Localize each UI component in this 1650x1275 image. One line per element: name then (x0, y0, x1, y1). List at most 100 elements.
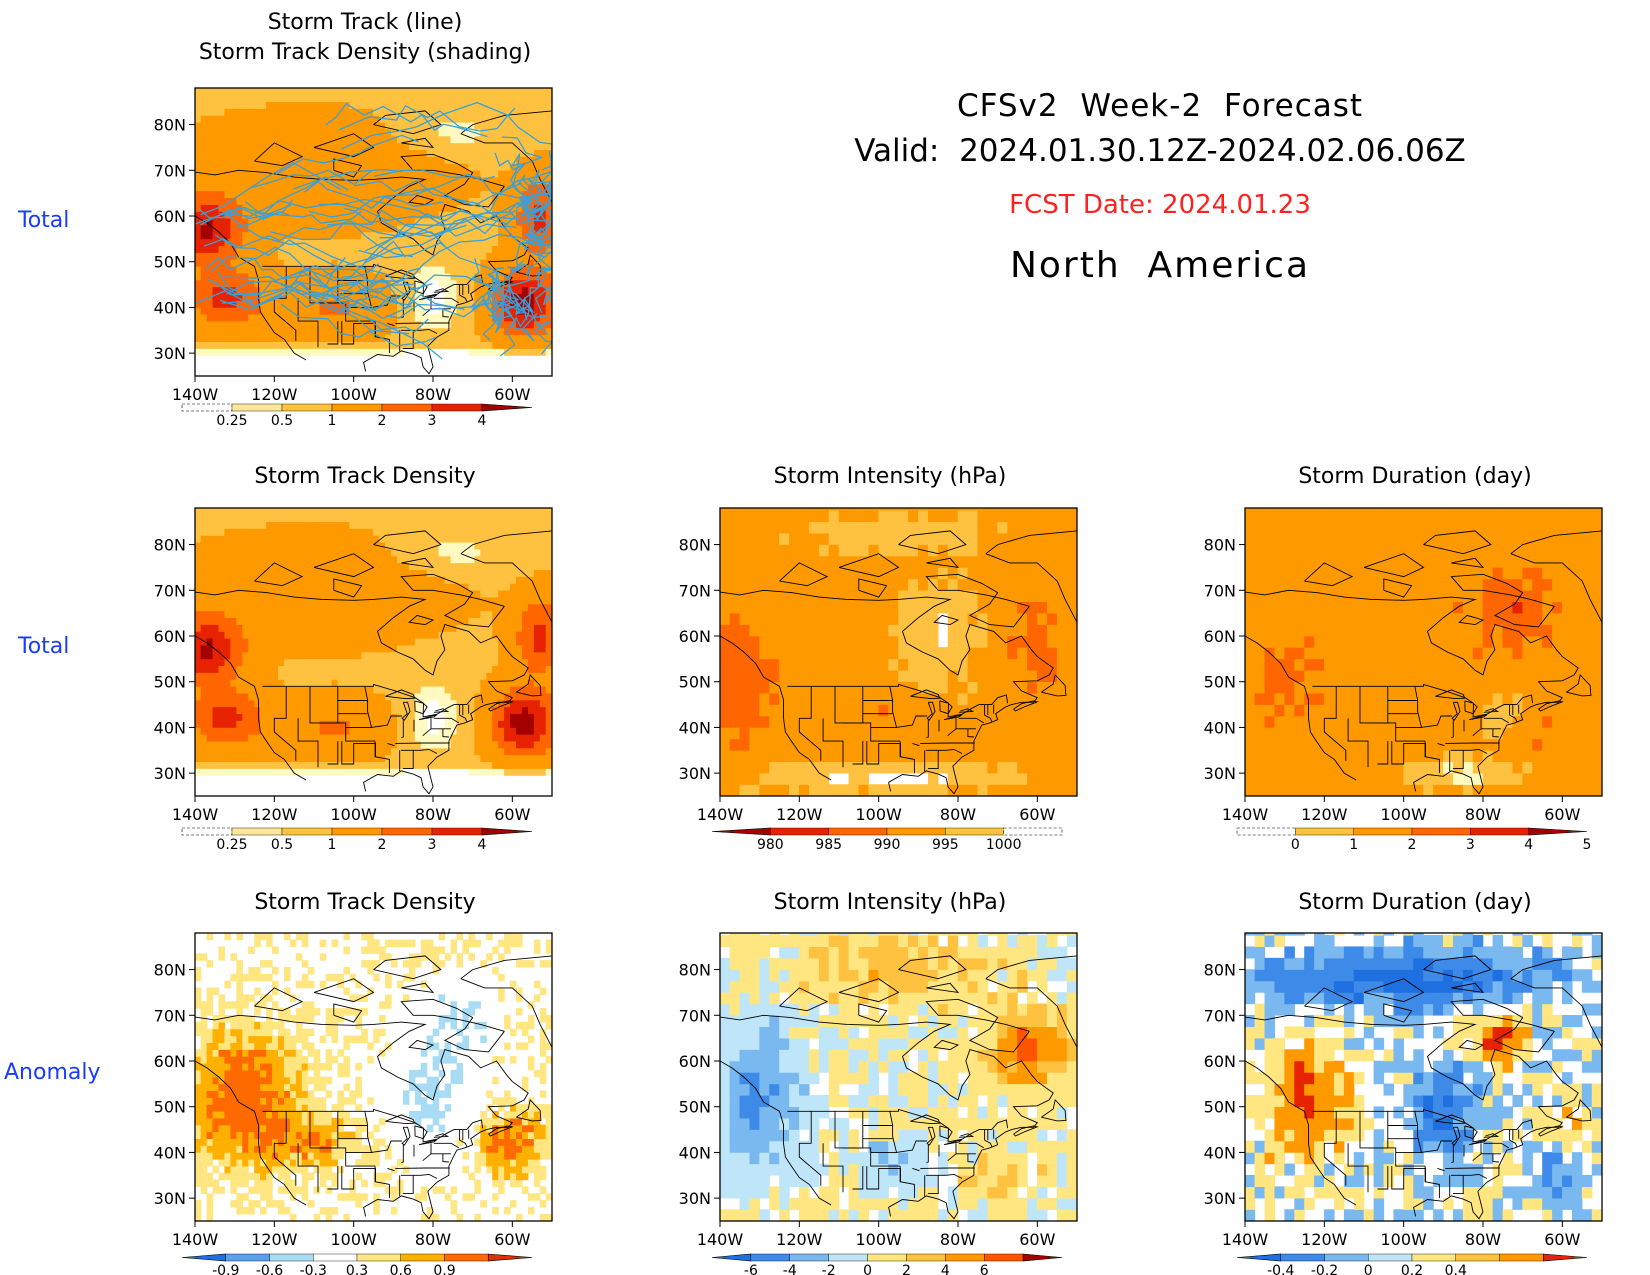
field-cell (248, 637, 255, 646)
field-cell (545, 286, 552, 295)
field-cell (212, 658, 220, 667)
field-cell (379, 156, 386, 164)
field-cell (337, 224, 345, 233)
field-cell (260, 286, 267, 295)
field-cell (331, 685, 339, 694)
field-cell (266, 754, 273, 763)
field-cell (521, 617, 529, 625)
field-cell (301, 169, 309, 178)
field-cell (521, 348, 529, 356)
field-cell (224, 245, 231, 253)
field-cell (510, 658, 517, 667)
field-cell (367, 733, 374, 742)
field-cell (486, 644, 493, 653)
field-cell (325, 665, 333, 673)
field-cell (355, 596, 362, 605)
field-cell (224, 149, 231, 157)
field-cell (456, 149, 464, 157)
field-cell (408, 156, 416, 164)
field-cell (254, 279, 261, 288)
field-cell (539, 555, 547, 564)
field-cell (474, 341, 481, 349)
field-cell (533, 307, 541, 315)
field-cell (462, 341, 469, 349)
field-cell (749, 669, 760, 683)
field-cell (206, 135, 214, 144)
field-cell (385, 176, 392, 185)
field-cell (510, 224, 517, 233)
storm-track-line (379, 179, 552, 239)
field-cell (331, 589, 339, 598)
field-cell (361, 624, 368, 632)
field-cell (367, 589, 374, 598)
field-cell (444, 265, 452, 274)
field-cell (379, 720, 386, 728)
boundary-line (333, 578, 363, 598)
field-cell (195, 562, 202, 571)
field-cell (254, 541, 261, 550)
field-cell (349, 535, 356, 543)
field-cell (254, 108, 261, 116)
field-cell (385, 313, 392, 322)
storm-track-line (338, 104, 516, 132)
field-cell (266, 307, 273, 315)
storm-track-line (217, 271, 398, 307)
field-cell (313, 211, 321, 219)
field-cell (521, 685, 529, 694)
field-cell (242, 672, 249, 680)
field-cell (266, 548, 273, 557)
field-cell (450, 603, 458, 612)
field-cell (295, 334, 303, 343)
field-cell (260, 589, 267, 598)
field-cell (301, 555, 309, 564)
field-cell (468, 217, 475, 226)
field-cell (521, 603, 529, 612)
field-cell (408, 300, 416, 308)
field-cell (749, 761, 760, 774)
storm-track-line (219, 279, 379, 311)
field-cell (521, 149, 529, 157)
field-cell (367, 603, 374, 612)
field-cell (367, 761, 374, 769)
field-cell (462, 610, 469, 619)
field-cell (545, 596, 552, 605)
field-cell (242, 713, 249, 721)
field-cell (521, 135, 529, 144)
field-cell (510, 637, 517, 646)
field-cell (337, 163, 345, 171)
field-cell (456, 583, 464, 591)
field-cell (474, 555, 481, 564)
field-cell (379, 245, 386, 253)
field-cell (266, 727, 273, 735)
field-cell (313, 128, 321, 137)
field-cell (759, 692, 770, 705)
field-cell (278, 603, 285, 612)
boundary-line (402, 750, 414, 770)
field-cell (283, 176, 291, 185)
field-cell (373, 176, 380, 185)
field-cell (301, 334, 309, 343)
field-cell (533, 94, 541, 103)
field-cell (533, 265, 541, 274)
field-cell (355, 576, 362, 584)
field-cell (749, 749, 760, 763)
field-cell (254, 644, 261, 653)
field-cell (397, 211, 404, 219)
field-cell (278, 265, 285, 274)
field-cell (516, 149, 523, 157)
field-cell (504, 747, 511, 756)
field-cell (397, 665, 404, 673)
field-cell (218, 348, 226, 356)
field-cell (337, 514, 345, 523)
field-cell (492, 514, 499, 523)
field-cell (236, 637, 243, 646)
field-cell (739, 578, 751, 591)
field-cell (480, 535, 487, 543)
field-cell (272, 252, 279, 260)
field-cell (462, 149, 469, 157)
field-cell (438, 569, 446, 577)
field-cell (510, 279, 517, 288)
field-cell (200, 307, 208, 315)
field-cell (212, 740, 220, 749)
field-cell (325, 679, 333, 687)
